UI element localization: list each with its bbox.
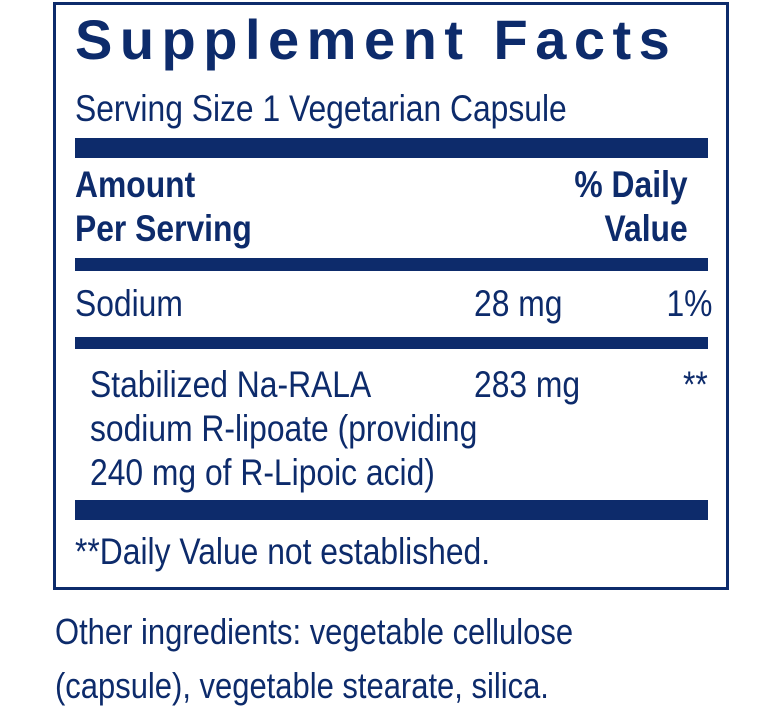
row-rala-name-line3: 240 mg of R-Lipoic acid) — [90, 452, 435, 493]
header-amount-line1: Amount — [75, 164, 196, 205]
other-ingredients-line1: Other ingredients: vegetable cellulose — [55, 611, 574, 652]
divider-thick — [75, 500, 708, 520]
row-rala-name-line1: Stabilized Na-RALA — [90, 364, 372, 405]
header-amount-line2: Per Serving — [75, 208, 252, 249]
divider-medium — [75, 337, 708, 349]
other-ingredients-line2: (capsule), vegetable stearate, silica. — [55, 665, 549, 706]
divider-medium — [75, 258, 708, 271]
row-sodium-name: Sodium — [75, 283, 183, 324]
serving-size: Serving Size 1 Vegetarian Capsule — [75, 88, 567, 129]
row-rala-amount: 283 mg — [474, 364, 581, 405]
footnote: **Daily Value not established. — [75, 531, 491, 572]
row-sodium-amount: 28 mg — [474, 283, 563, 324]
header-dv-line1: % Daily — [574, 164, 688, 205]
label-title: Supplement Facts — [75, 8, 678, 71]
row-rala-dv: ** — [683, 364, 708, 405]
row-sodium-dv: 1% — [666, 283, 712, 324]
supplement-facts-box — [53, 2, 729, 590]
divider-thick — [75, 138, 708, 158]
header-dv-line2: Value — [604, 208, 688, 249]
row-rala-name-line2: sodium R-lipoate (providing — [90, 408, 478, 449]
